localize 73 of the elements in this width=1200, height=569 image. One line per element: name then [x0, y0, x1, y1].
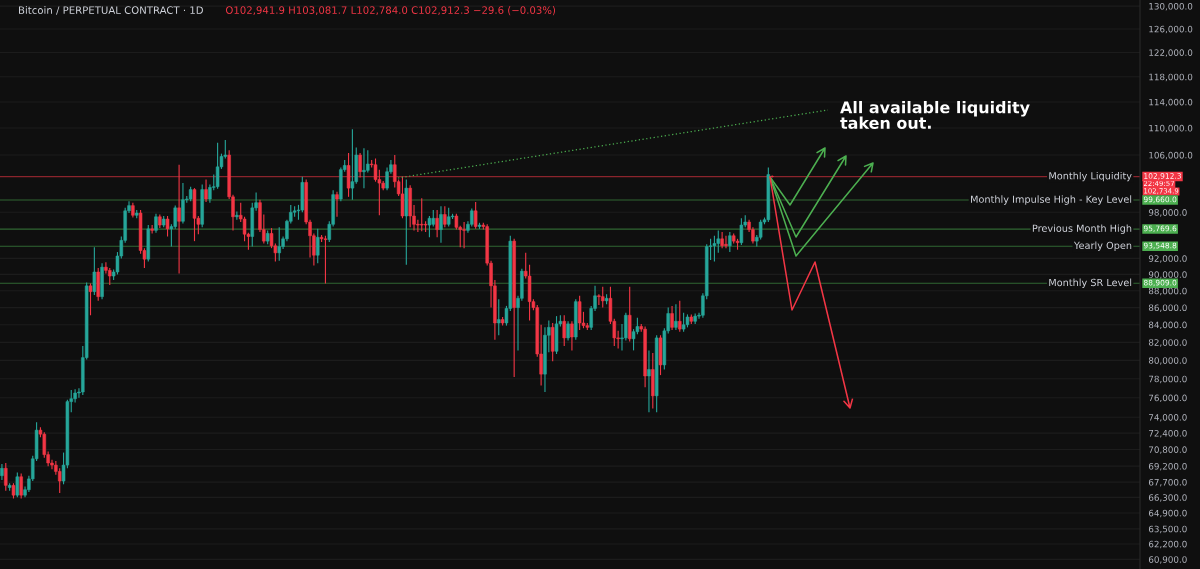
candlestick: [88, 282, 93, 316]
candlestick: [647, 349, 651, 413]
candlestick: [443, 205, 447, 228]
candlestick: [728, 231, 732, 253]
y-tick-label: 62,200.0: [1148, 540, 1187, 549]
candlestick: [570, 320, 574, 351]
candlestick: [4, 462, 8, 492]
ref-line-label: Monthly Impulse High - Key Level: [971, 195, 1132, 205]
y-tick-label: 90,000.0: [1148, 271, 1187, 279]
y-tick-label: 69,200.0: [1148, 462, 1187, 471]
y-tick-label: 82,000.0: [1148, 339, 1187, 347]
candlestick: [601, 286, 605, 309]
candlestick: [57, 467, 62, 494]
candlestick: [435, 209, 439, 238]
candlestick: [150, 224, 154, 234]
candlestick: [204, 178, 208, 203]
candlestick: [439, 205, 443, 244]
y-tick-label: 130,000.0: [1149, 2, 1193, 11]
candlestick: [681, 312, 686, 333]
candlestick: [446, 207, 451, 228]
annotation: All available liquidity taken out.: [840, 101, 1030, 129]
candlestick: [92, 246, 97, 296]
ref-line-label: Yearly Open: [1073, 241, 1132, 251]
y-tick-label: 70,800.0: [1149, 446, 1187, 454]
y-tick-label: 118,000.0: [1149, 73, 1193, 82]
candlestick: [316, 228, 320, 264]
candlestick: [497, 298, 501, 336]
candlestick: [562, 314, 566, 347]
y-tick-label: 72,400.0: [1149, 429, 1187, 438]
y-tick-label: 88,000.0: [1148, 287, 1187, 296]
candlestick: [724, 235, 728, 249]
ref-line-label: Monthly Liquidity: [1049, 171, 1132, 182]
y-tick-label: 74,000.0: [1149, 414, 1187, 422]
y-tick-label: 66,300.0: [1148, 494, 1187, 502]
y-tick-label: 64,900.0: [1148, 509, 1187, 518]
candlestick: [577, 295, 582, 331]
candlestick: [462, 221, 466, 249]
text: Bitcoin / PERPETUAL CONTRACT · 1D: [18, 6, 203, 15]
candlestick: [335, 191, 339, 218]
y-tick-label: 86,000.0: [1148, 304, 1187, 312]
candlestick: [15, 471, 20, 498]
y-tick-label: 80,000.0: [1148, 357, 1187, 365]
y-tick-label: 126,000.0: [1149, 25, 1193, 34]
candlestick: [758, 219, 763, 241]
y-tick-label: 114,000.0: [1149, 98, 1193, 107]
candlestick: [235, 210, 239, 221]
y-tick-label: 106,000.0: [1149, 151, 1193, 160]
y-tick-label: 122,000.0: [1149, 49, 1193, 57]
ref-line-label: Previous Month High: [1032, 224, 1132, 234]
text: O102,941.9 H103,081.7 L102,784.0 C102,912.3 −29.6 (−0.03%): [225, 6, 556, 16]
y-tick-label: 84,000.0: [1148, 321, 1187, 330]
candlestick: [362, 147, 366, 189]
candlestick: [670, 305, 674, 331]
candlestick: [739, 217, 744, 246]
y-tick-label: 63,500.0: [1148, 525, 1187, 534]
y-tick-label: 98,000.0: [1148, 209, 1187, 217]
candlestick: [181, 182, 185, 225]
candlestick: [277, 226, 281, 262]
candlestick: [420, 197, 424, 232]
y-tick-label: 67,700.0: [1148, 478, 1187, 487]
candlestick: [154, 213, 158, 234]
candlestick: [674, 303, 678, 331]
ref-line-label: Monthly SR Level: [1049, 278, 1132, 289]
candlestick: [177, 164, 181, 275]
candlestick: [566, 320, 570, 342]
y-tick-label: 76,000.0: [1149, 394, 1187, 403]
y-tick-label: 78,000.0: [1149, 375, 1187, 384]
candlestick: [678, 300, 682, 333]
y-tick-label: 60,900.0: [1148, 556, 1187, 564]
candlestick: [358, 152, 362, 178]
y-tick-label: 92,000.0: [1148, 255, 1187, 263]
candlestick: [19, 473, 23, 500]
y-tick-label: 110,000.0: [1149, 124, 1193, 133]
